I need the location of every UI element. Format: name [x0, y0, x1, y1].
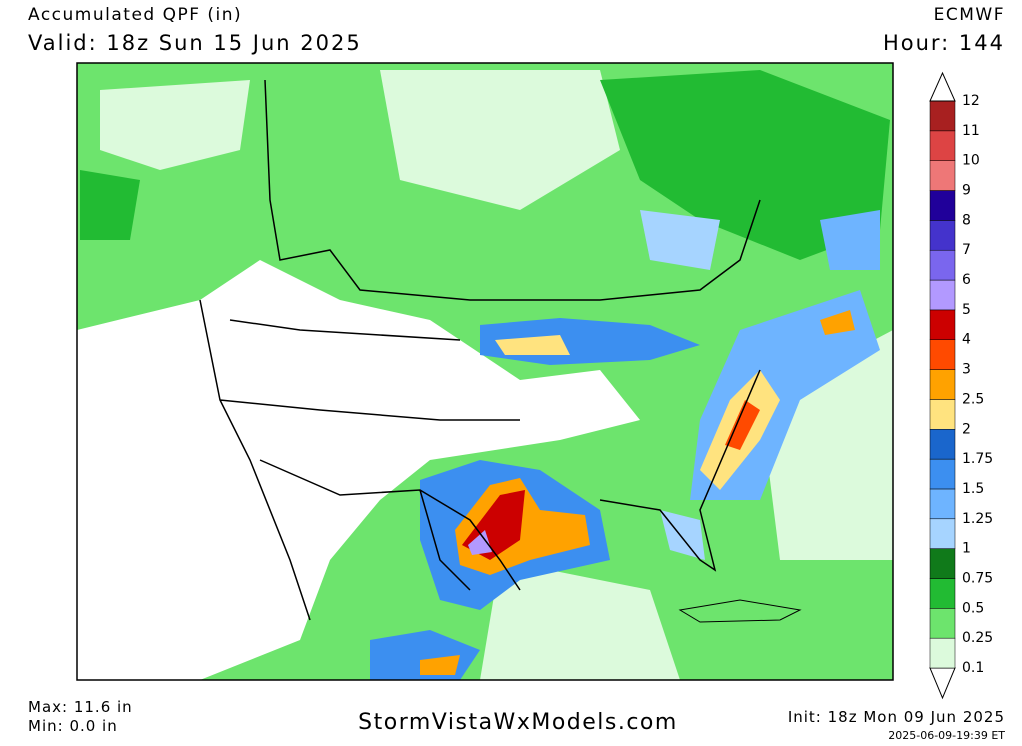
very-heavy-area: [495, 335, 570, 355]
title: Accumulated QPF (in): [28, 5, 242, 25]
boundaries: [199, 79, 761, 621]
very-heavy-area: [420, 655, 460, 675]
colorbar-label: 1.75: [962, 451, 993, 467]
colorbar-label: 1: [962, 541, 971, 557]
colorbar-label: 7: [962, 242, 971, 258]
colorbar-label: 9: [962, 183, 971, 199]
map-frame: [76, 62, 894, 681]
colorbar-label: 0.75: [962, 570, 993, 586]
colorbar-low-cap: [929, 667, 956, 700]
colorbar-swatch: [929, 488, 956, 520]
colorbar-label: 0.5: [962, 600, 984, 616]
max-value: Max: 11.6 in: [28, 698, 133, 716]
colorbar-high-cap: [929, 71, 956, 102]
light-area: [480, 560, 680, 680]
site-name: StormVistaWxModels.com: [358, 710, 678, 735]
colorbar-swatch: [929, 220, 956, 251]
colorbar-swatch: [929, 637, 956, 669]
moderate-area: [600, 70, 890, 260]
colorbar-label: 1.25: [962, 511, 993, 527]
heavy-area: [820, 210, 880, 270]
dry-area: [77, 260, 640, 680]
colorbar-label: 5: [962, 302, 971, 318]
colorbar-label: 0.25: [962, 630, 993, 646]
colorbar-swatch: [929, 518, 956, 549]
map: [76, 62, 894, 681]
colorbar-swatch: [929, 279, 956, 311]
heavy-area: [660, 510, 705, 560]
colorbar-swatch: [929, 369, 956, 400]
islands: [678, 599, 802, 623]
timestamp: 2025-06-09-19:39 ET: [888, 729, 1005, 742]
colorbar-label: 6: [962, 272, 971, 288]
very-heavy-area: [820, 310, 855, 335]
colorbar-label: 8: [962, 212, 971, 228]
heavy-area: [640, 210, 720, 270]
colorbar-swatch: [929, 249, 956, 281]
colorbar-swatch: [929, 309, 956, 340]
colorbar-label: 3: [962, 362, 971, 378]
min-value: Min: 0.0 in: [28, 717, 118, 735]
colorbar-swatch: [929, 458, 956, 490]
colorbar-label: 10: [962, 153, 980, 169]
colorbar-swatch: [929, 578, 956, 609]
colorbar-label: 11: [962, 123, 980, 139]
colorbar-label: 4: [962, 332, 971, 348]
colorbar-swatch: [929, 399, 956, 430]
colorbar: 0.1 0.25 0.5 0.75 1 1.25 1.5 1.75 2 2.5 3 4 5 6 7 8 9 10 1…: [929, 71, 993, 700]
colorbar-swatch: [929, 548, 956, 579]
colorbar-swatch: [929, 160, 956, 191]
moderate-area: [80, 170, 140, 240]
colorbar-swatch: [929, 608, 956, 639]
init-time: Init: 18z Mon 09 Jun 2025: [788, 708, 1005, 726]
extreme-area: [725, 400, 760, 450]
colorbar-swatch: [929, 130, 956, 161]
colorbar-label: 2: [962, 421, 971, 437]
colorbar-swatch: [929, 429, 956, 460]
colorbar-label: 0.1: [962, 660, 984, 676]
colorbar-swatch: [929, 339, 956, 370]
model-name: ECMWF: [934, 5, 1005, 25]
colorbar-label: 1.5: [962, 481, 984, 497]
valid-time: Valid: 18z Sun 15 Jun 2025: [28, 31, 362, 55]
colorbar-label: 2.5: [962, 391, 984, 407]
colorbar-swatch: [929, 190, 956, 221]
extreme-area: [468, 530, 492, 555]
colorbar-label: 12: [962, 93, 980, 109]
forecast-hour: Hour: 144: [883, 31, 1005, 55]
light-area: [100, 80, 250, 170]
light-area: [380, 70, 620, 210]
colorbar-swatch: [929, 100, 956, 132]
